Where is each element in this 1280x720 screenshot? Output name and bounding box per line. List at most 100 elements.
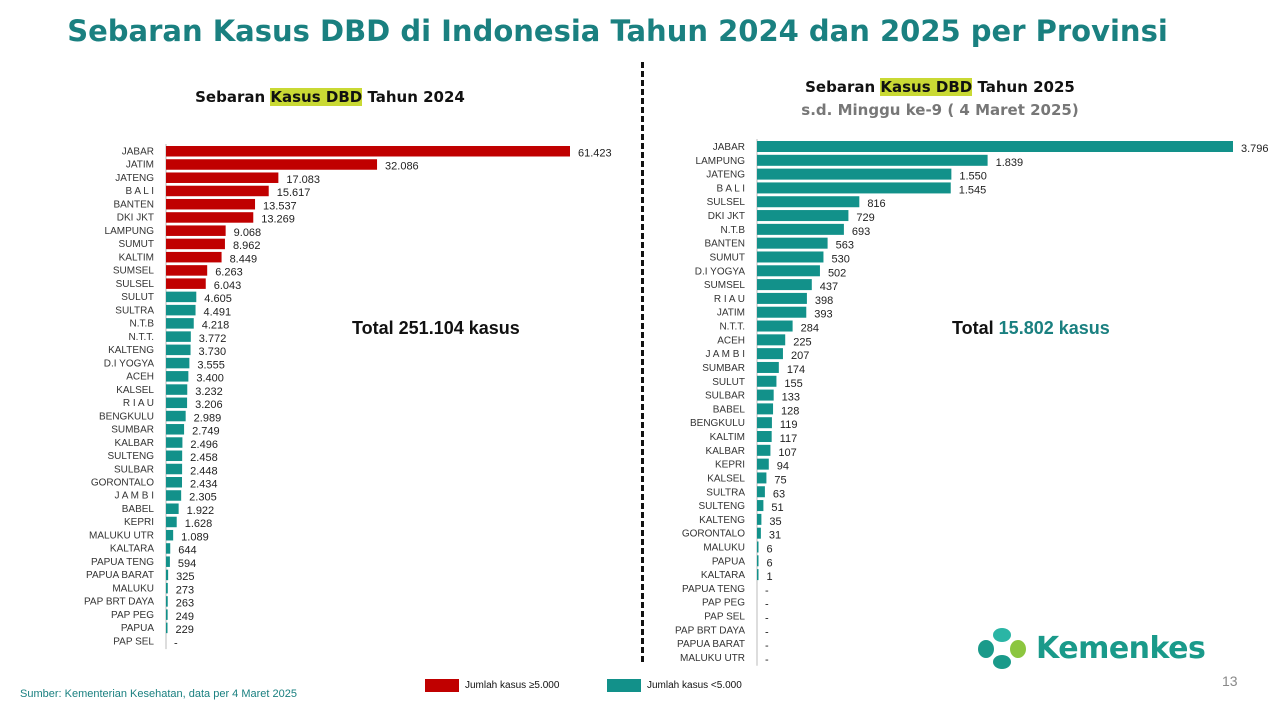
chart-2024-bar <box>166 318 194 329</box>
chart-2025-value-label: - <box>765 599 769 611</box>
chart-2024-bar <box>166 543 171 554</box>
chart-2024-value-label: - <box>174 637 178 649</box>
chart-2025-category-label: R I A U <box>714 294 745 305</box>
chart-2025-category-label: SUMBAR <box>702 363 745 374</box>
chart-2025-bar <box>757 334 786 346</box>
chart-2024-value-label: 2.458 <box>190 452 218 464</box>
chart-2025-bar <box>757 527 761 539</box>
chart-2024-value-label: 3.206 <box>195 399 223 411</box>
chart-2025-bar <box>757 541 759 553</box>
chart-2024-category-label: PAPUA BARAT <box>86 570 154 581</box>
chart-2025-bar <box>757 168 952 180</box>
chart-2025-bar <box>757 154 988 166</box>
total-2024: Total 251.104 kasus <box>352 318 520 338</box>
chart-2024-category-label: SULTRA <box>115 305 154 316</box>
chart-2025-bar <box>757 141 1233 152</box>
chart-2024-category-label: D.I YOGYA <box>104 358 155 369</box>
chart-2024-bar <box>166 371 189 382</box>
chart-2025-value-label: - <box>765 626 769 638</box>
legend-high-label: Jumlah kasus ≥5.000 <box>465 680 560 691</box>
chart-2024-category-label: PAP SEL <box>113 636 154 647</box>
chart-2024-bar <box>166 516 177 528</box>
chart-2024-category-label: SULTENG <box>108 451 155 462</box>
chart-2024-value-label: 9.068 <box>234 227 262 239</box>
chart-2025-category-label: BABEL <box>713 404 746 415</box>
chart-2024-bar <box>166 185 269 197</box>
chart-2024-bar <box>166 212 254 223</box>
chart-2024-bar <box>166 410 186 422</box>
chart-2025-category-label: PAP PEG <box>702 598 745 609</box>
chart-2025-value-label: 816 <box>867 198 885 210</box>
chart-2025-value-label: 107 <box>778 447 796 459</box>
chart-2025-category-label: JATENG <box>706 170 745 181</box>
chart-2024-category-label: SULBAR <box>114 464 154 475</box>
chart-2025-bar <box>757 292 807 304</box>
chart-2024-category-label: JABAR <box>122 147 154 158</box>
chart-2025-category-label: JABAR <box>713 142 745 153</box>
chart-2024-title-highlight: Kasus DBD <box>270 88 363 106</box>
chart-2025-value-label: 51 <box>771 502 783 514</box>
chart-2025-value-label: 1.545 <box>959 184 987 196</box>
chart-2024-category-label: ACEH <box>126 372 154 383</box>
chart-2025-category-label: SULBAR <box>705 391 745 402</box>
chart-2024-category-label: KALTIM <box>119 252 154 263</box>
chart-2024-value-label: 3.772 <box>199 333 227 345</box>
chart-2025-category-label: B A L I <box>716 183 745 194</box>
chart-2025-category-label: PAP BRT DAYA <box>675 625 745 636</box>
chart-2025-category-label: JATIM <box>717 308 745 319</box>
chart-2024-bar <box>166 159 378 170</box>
chart-2024-bar <box>166 344 191 356</box>
chart-2024-value-label: 263 <box>176 598 194 610</box>
chart-2024-bar <box>166 278 206 289</box>
chart-2024-bar <box>166 622 168 634</box>
chart-2024-value-label: 229 <box>176 624 194 636</box>
chart-2025-value-label: 63 <box>773 488 785 500</box>
chart-2024-bar <box>166 357 190 369</box>
chart-2025-value-label: 729 <box>856 212 874 224</box>
chart-2024-value-label: 644 <box>178 545 196 557</box>
chart-2025-value-label: 437 <box>820 281 838 293</box>
chart-2024-category-label: PAPUA TENG <box>91 557 154 568</box>
chart-2024-value-label: 4.491 <box>204 306 232 318</box>
chart-2025-bar <box>757 361 779 373</box>
chart-2024-value-label: 2.749 <box>192 426 220 438</box>
chart-2025-value-label: 35 <box>769 516 781 528</box>
chart-2024-value-label: 4.605 <box>204 293 232 305</box>
chart-2025-category-label: PAPUA TENG <box>682 584 745 595</box>
chart-2024-category-label: PAP PEG <box>111 610 154 621</box>
total-2025-value: 15.802 kasus <box>998 318 1110 338</box>
total-2025: Total 15.802 kasus <box>952 318 1110 339</box>
chart-2025-category-label: DKI JKT <box>708 211 745 222</box>
chart-2024-bar <box>166 609 168 620</box>
chart-2025-bar <box>757 320 793 332</box>
chart-2024-category-label: DKI JKT <box>117 213 154 224</box>
chart-2024-value-label: 17.083 <box>286 174 320 186</box>
chart-2024-bar <box>166 146 570 157</box>
chart-2025-category-label: PAPUA BARAT <box>677 639 745 650</box>
chart-2024-value-label: 594 <box>178 558 196 570</box>
chart-2024-bar <box>166 556 170 567</box>
chart-2025-value-label: 119 <box>780 419 798 431</box>
chart-2025-subtitle: s.d. Minggu ke-9 ( 4 Maret 2025) <box>801 101 1079 119</box>
chart-2024-bar <box>166 291 197 303</box>
chart-2025-bar <box>757 458 769 470</box>
chart-2024-category-label: N.T.T. <box>128 332 154 343</box>
chart-2025-value-label: 94 <box>777 461 789 473</box>
chart-2025-value-label: 6 <box>767 543 773 555</box>
chart-2024-category-label: SULUT <box>121 292 154 303</box>
chart-2025-category-label: KALTENG <box>699 515 745 526</box>
chart-2025-value-label: 1.550 <box>959 171 987 183</box>
chart-2024-bar <box>166 529 174 541</box>
chart-2024-category-label: MALUKU <box>112 583 154 594</box>
chart-2024-bar <box>166 477 183 488</box>
chart-2025-category-label: LAMPUNG <box>696 156 746 167</box>
chart-2025-bar <box>757 403 774 415</box>
chart-2024-bar <box>166 331 191 342</box>
chart-2025-category-label: SULUT <box>712 377 745 388</box>
chart-2024-category-label: LAMPUNG <box>105 226 155 237</box>
chart-2025-bar <box>757 444 771 456</box>
chart-2025-bar <box>757 182 951 194</box>
chart-2024-title-prefix: Sebaran <box>195 88 271 106</box>
chart-2025-bar <box>757 237 828 249</box>
chart-2024-bar <box>166 569 169 581</box>
